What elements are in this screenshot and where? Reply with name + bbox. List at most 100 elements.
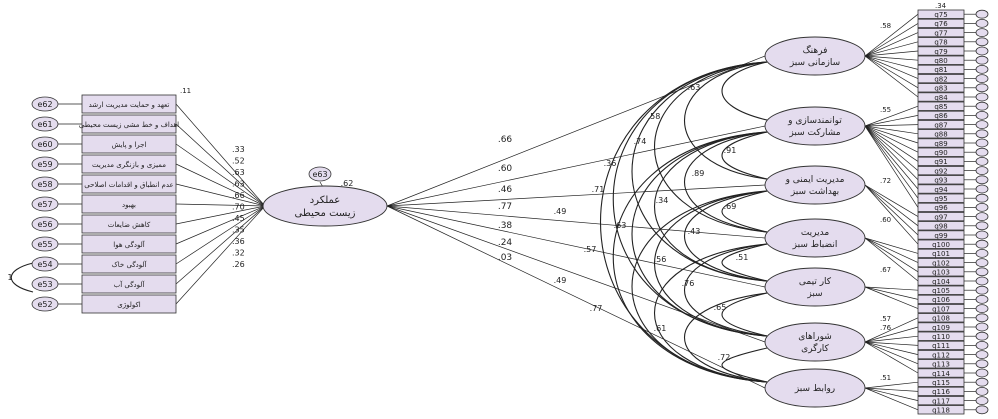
item-loading-arrow (864, 341, 919, 355)
item-label: q99 (934, 232, 947, 240)
main-factor-label: زیست محیطی (295, 208, 356, 219)
item-error-ellipse (975, 276, 989, 286)
factor-ellipse (764, 267, 866, 307)
item-label: q116 (932, 388, 950, 396)
error-term-ellipse (31, 216, 59, 232)
factor-correlation-curve (653, 61, 768, 233)
error-term-label: e63 (312, 170, 327, 179)
item-box (917, 211, 965, 222)
error-term-ellipse (308, 166, 332, 182)
item-error-ellipse (975, 239, 989, 249)
factor-label: روابط سبز (794, 384, 835, 394)
item-box (917, 248, 965, 258)
factor-correlation-curve (721, 292, 768, 337)
factor-correlation-value: .43 (688, 227, 701, 236)
item-error-ellipse (975, 166, 989, 176)
loading-arrow (175, 205, 266, 305)
item-label: q80 (934, 57, 947, 65)
item-label: q105 (932, 287, 950, 295)
error-term-label: e56 (37, 220, 52, 229)
item-label: q94 (934, 186, 948, 194)
item-label: q111 (932, 342, 950, 350)
item-label: q109 (932, 324, 950, 332)
item-box (917, 64, 965, 74)
loading-arrow (175, 205, 266, 225)
error-term-ellipse (31, 176, 59, 192)
item-label: q107 (932, 305, 950, 313)
item-error-ellipse (975, 359, 989, 369)
loading-arrow (175, 203, 266, 207)
item-label: q98 (934, 223, 947, 231)
indicator-label: اکولوژی (117, 301, 141, 309)
item-box (917, 175, 965, 185)
indicator-label: اهداف و خط مشی زیست محیطی (79, 121, 179, 129)
item-loading-value: .57 (880, 315, 891, 323)
item-error-ellipse (975, 138, 989, 148)
item-error-ellipse (975, 37, 989, 47)
item-label: q102 (932, 259, 950, 267)
item-loading-arrow (864, 125, 919, 144)
item-loading-arrow (864, 335, 919, 343)
item-label: q108 (932, 315, 950, 323)
path-coefficient-value: .66 (498, 135, 513, 145)
indicator-box (81, 194, 177, 214)
loading-value: .26 (232, 260, 245, 269)
item-label: q88 (934, 131, 947, 139)
item-box (917, 239, 965, 249)
item-label: q75 (934, 11, 947, 19)
loading-value: .63 (232, 180, 245, 189)
main-factor-ellipse (262, 185, 388, 227)
item-label: q92 (934, 167, 947, 175)
error-term-ellipse (31, 296, 59, 312)
loading-arrow (175, 143, 266, 207)
item-error-ellipse (975, 175, 989, 185)
item-label: q96 (934, 204, 948, 212)
loading-value: .66 (232, 191, 245, 200)
indicator-box (81, 234, 177, 254)
item-label: q90 (934, 149, 947, 157)
item-loading-arrow (864, 237, 919, 254)
error-covariance-curve (10, 262, 34, 293)
item-box (917, 405, 965, 415)
item-label: q84 (934, 94, 948, 102)
item-box (917, 230, 965, 240)
item-loading-arrow (864, 125, 919, 171)
item-box (917, 294, 965, 305)
item-error-ellipse (975, 184, 989, 194)
item-loading-arrow (864, 387, 919, 392)
error-term-label: e58 (37, 180, 52, 189)
factor-correlation-value: .57 (584, 245, 597, 254)
item-error-ellipse (975, 230, 989, 240)
factor-correlation-value: .56 (654, 255, 667, 264)
factor-correlation-value: .65 (714, 303, 727, 312)
indicator-box (81, 114, 177, 134)
item-loading-arrow (864, 237, 919, 263)
item-label: q91 (934, 158, 947, 166)
item-loading-arrow (864, 105, 919, 127)
item-loading-arrow (864, 341, 919, 374)
indicator-box (81, 134, 177, 154)
item-loading-arrow (864, 23, 919, 57)
factor-ellipse (764, 36, 866, 76)
factor-correlation-value: .63 (614, 221, 627, 230)
item-error-ellipse (975, 322, 989, 332)
item-error-ellipse (975, 156, 989, 166)
item-loading-arrow (864, 124, 919, 127)
factor-correlation-curve (721, 61, 768, 121)
item-box (917, 147, 965, 157)
factor-correlation-value: .91 (724, 146, 737, 155)
item-label: q83 (934, 85, 947, 93)
item-box (917, 193, 965, 203)
path-coefficient-value: .46 (498, 185, 513, 195)
indicator-label: آلودگی هوا (113, 240, 146, 249)
factor-correlation-value: .61 (654, 324, 667, 333)
item-box (917, 349, 965, 360)
loading-value: .36 (232, 237, 245, 246)
item-box (917, 9, 965, 19)
factor-correlation-value: .58 (648, 112, 661, 121)
path-arrow (386, 184, 766, 207)
factor-correlation-value: .74 (634, 137, 647, 146)
loading-value: .52 (232, 157, 245, 166)
item-loading-arrow (864, 387, 919, 411)
item-error-ellipse (975, 258, 989, 268)
